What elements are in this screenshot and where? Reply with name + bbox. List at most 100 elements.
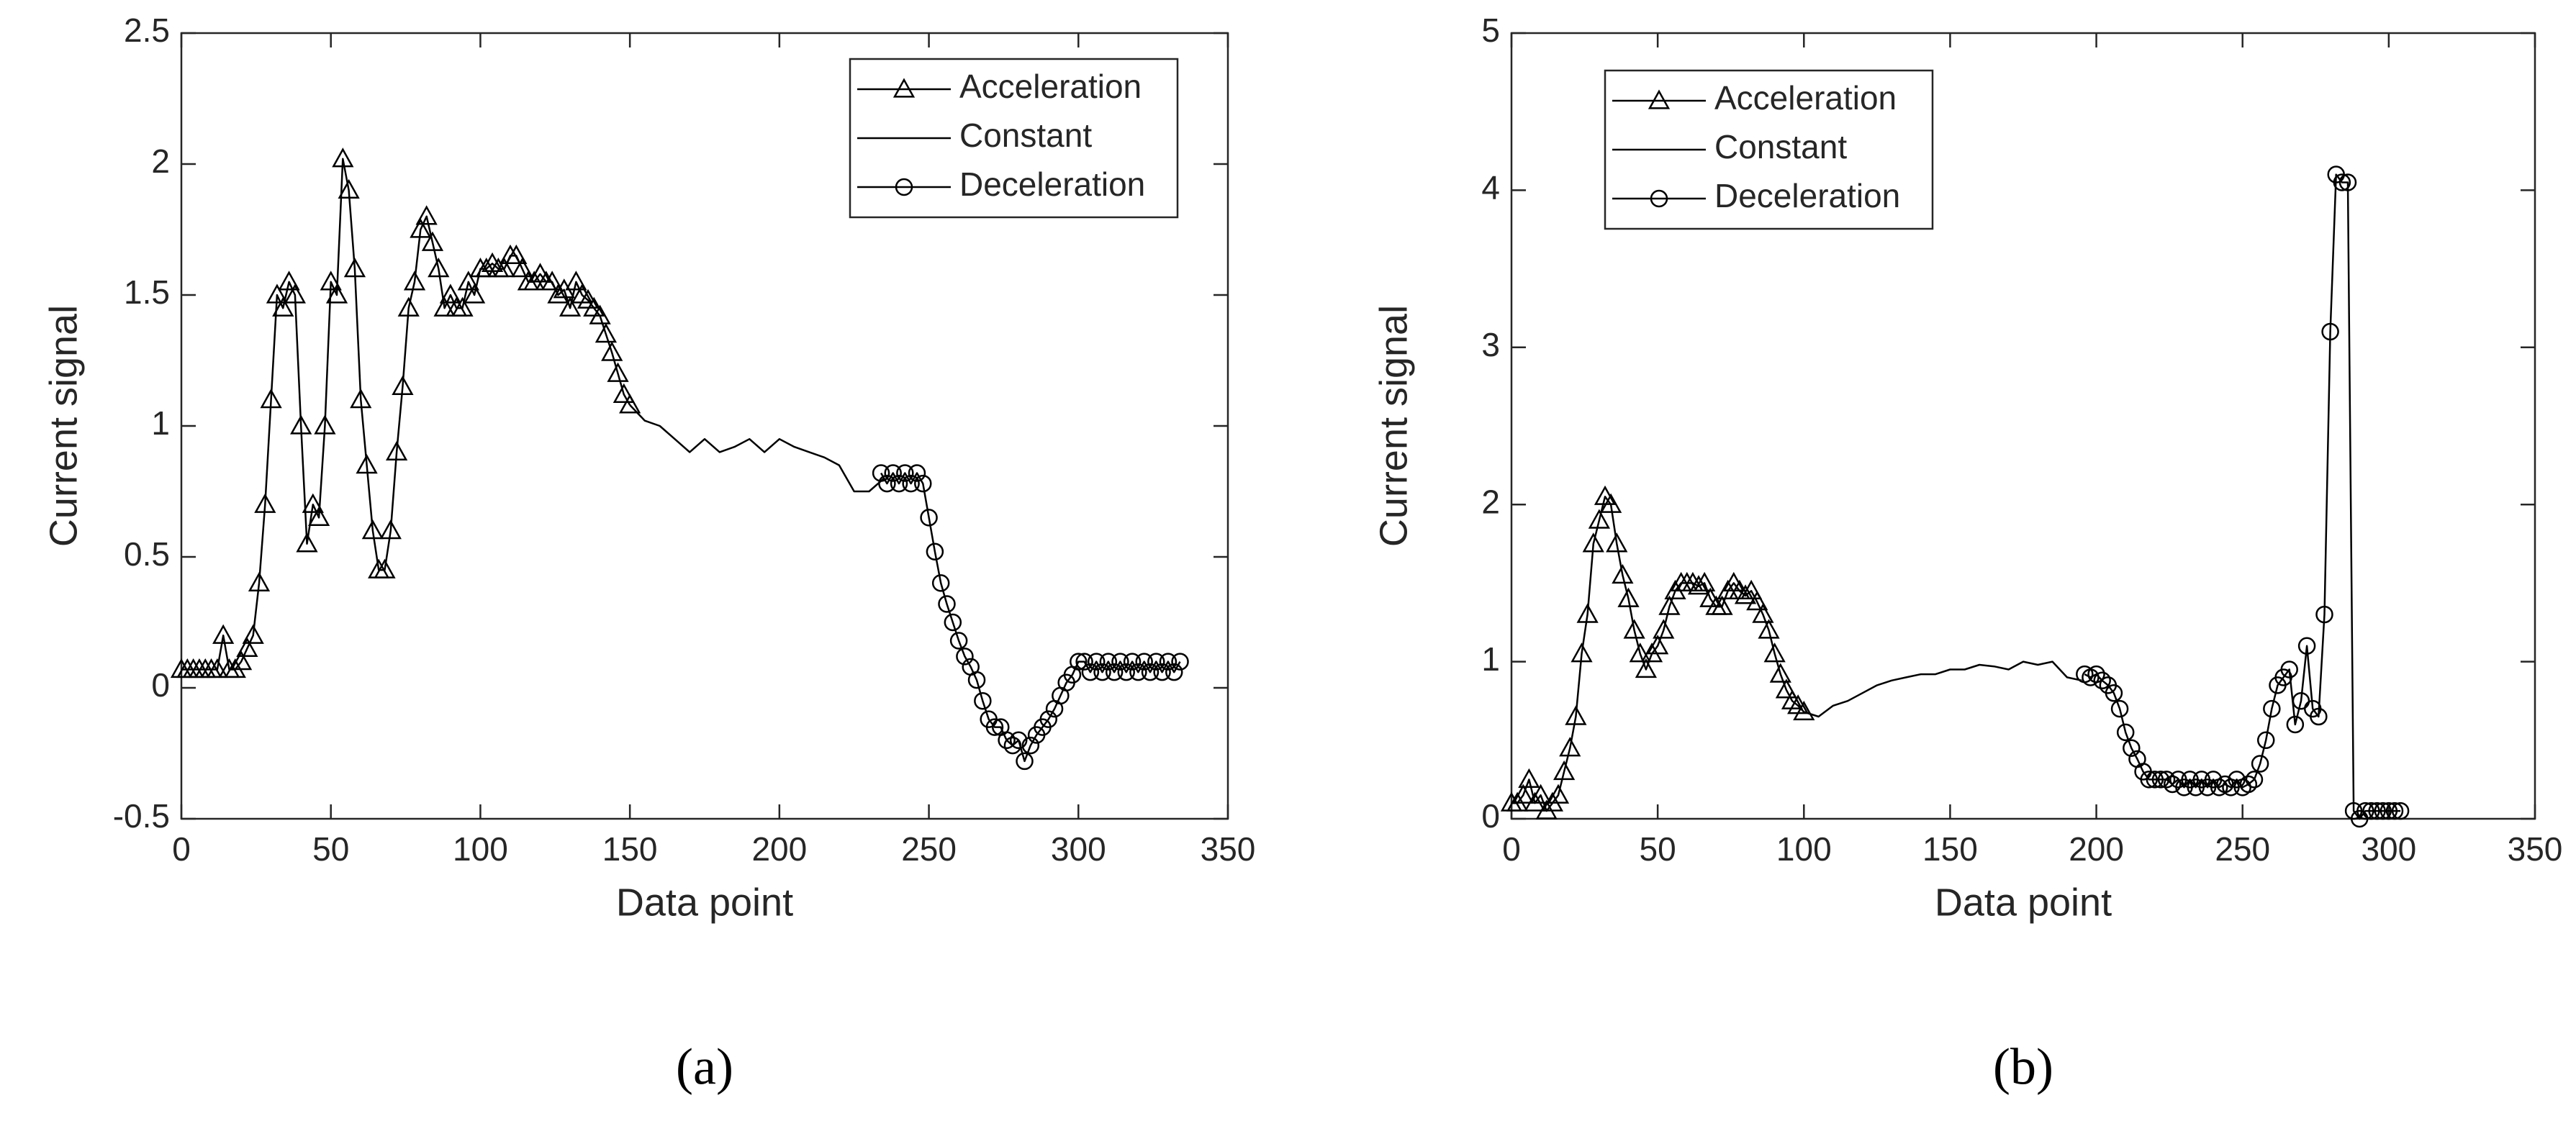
triangle-marker [343,258,366,278]
circle-marker [2310,707,2328,726]
triangle-marker [1740,579,1763,599]
triangle-marker [379,519,402,540]
x-tick-label: 150 [602,830,658,868]
triangle-marker [421,231,444,251]
triangle-marker [361,519,384,540]
triangle-marker [284,283,306,304]
circle-marker [949,632,968,650]
circle-marker [2280,660,2298,678]
triangle-marker [302,493,324,513]
y-tick-label: 1 [1481,640,1500,678]
triangle-marker [433,296,456,317]
caption: (a) [676,1038,733,1096]
triangle-marker [1582,532,1604,553]
triangle-marker [356,454,378,474]
triangle-marker [1576,603,1599,623]
triangle-marker [1763,643,1786,663]
series-line [1803,660,2082,718]
circle-marker [1081,663,1100,681]
triangle-marker [338,178,360,199]
circle-marker [1093,663,1111,681]
triangle-marker [1775,678,1798,699]
circle-marker [2116,723,2135,742]
triangle-marker [290,414,312,435]
y-tick-label: 2 [151,142,170,180]
circle-marker [1087,653,1106,671]
circle-marker [896,464,914,482]
circle-marker [1147,653,1165,671]
triangle-marker [1769,663,1791,683]
circle-marker [2157,771,2176,789]
triangle-marker [1612,563,1634,584]
triangle-marker [607,362,629,382]
triangle-marker [1734,584,1757,604]
axes-box [180,32,1229,820]
triangle-marker [1694,571,1716,592]
triangle-marker [1647,635,1669,655]
triangle-marker [403,271,426,291]
caption: (b) [1993,1038,2053,1096]
circle-marker [2321,322,2339,341]
circle-marker [2368,802,2386,820]
circle-marker [1003,736,1022,755]
circle-marker [1039,710,1057,728]
triangle-marker [601,341,623,361]
y-tick-label: 0 [1481,797,1500,835]
circle-marker [1016,752,1034,771]
circle-marker [1099,653,1118,671]
triangle-marker [254,493,276,513]
circle-marker [2380,802,2398,820]
triangle-marker [1687,575,1710,595]
triangle-marker [212,624,235,644]
triangle-marker [332,147,354,168]
circle-marker [2239,775,2258,794]
axes-box [1510,32,2536,820]
y-tick-label: 5 [1481,12,1500,49]
triangle-marker [457,271,479,291]
y-tick-label: 4 [1481,169,1500,206]
circle-marker [944,613,962,632]
triangle-marker [392,375,414,396]
legend-label: Constant [959,117,1092,154]
circle-marker [890,474,908,493]
triangle-marker [493,258,515,278]
y-tick-label: 2.5 [124,12,170,49]
triangle-marker [613,383,635,403]
legend-label: Deceleration [959,165,1145,203]
triangle-marker [325,283,348,304]
triangle-marker [1547,784,1570,804]
x-tick-label: 300 [1051,830,1106,868]
triangle-marker [1758,619,1780,639]
triangle-marker [505,244,528,265]
triangle-marker [1681,571,1704,592]
y-axis-label: Current signal [1372,305,1415,547]
triangle-marker [1752,603,1774,623]
triangle-marker [428,258,450,278]
triangle-marker [1658,595,1681,615]
circle-marker [956,648,974,666]
circle-marker [2286,715,2305,734]
triangle-marker [1518,768,1540,789]
triangle-marker [1571,643,1593,663]
circle-marker [2163,775,2182,794]
triangle-marker [1648,89,1671,109]
chart: -0.500.511.522.50 50 100 150 200 250 300 350Dat… [42,12,1255,1095]
triangle-marker [415,205,438,225]
triangle-marker [397,296,420,317]
triangle-marker [589,304,611,324]
circle-marker [908,464,926,482]
triangle-marker [1606,532,1628,553]
circle-marker [2385,802,2404,820]
circle-marker [1159,653,1178,671]
x-tick-label: 0 [1502,830,1521,868]
circle-marker [2297,637,2316,655]
series-line [629,404,885,493]
triangle-marker [451,296,474,317]
circle-marker [2110,699,2129,718]
y-tick-label: 2 [1481,483,1500,520]
triangle-marker [1635,658,1658,678]
circle-marker [1153,663,1171,681]
triangle-marker [595,323,618,343]
